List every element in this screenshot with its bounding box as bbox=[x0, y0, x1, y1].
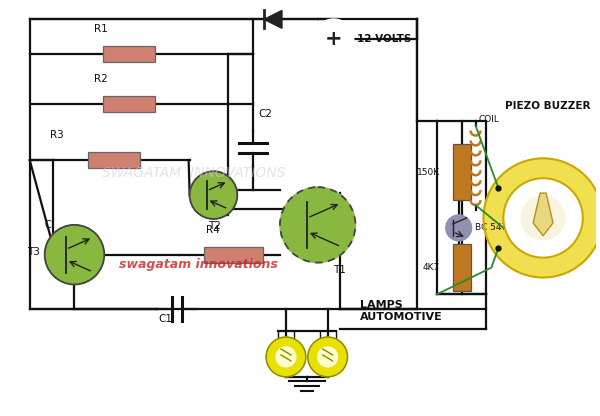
Text: 12 VOLTS: 12 VOLTS bbox=[358, 34, 412, 44]
Circle shape bbox=[521, 196, 565, 240]
FancyBboxPatch shape bbox=[453, 244, 470, 291]
Circle shape bbox=[503, 178, 583, 258]
Circle shape bbox=[190, 171, 237, 219]
Circle shape bbox=[280, 187, 355, 262]
Circle shape bbox=[266, 337, 306, 377]
Circle shape bbox=[318, 347, 338, 367]
Text: 4K7: 4K7 bbox=[422, 263, 440, 272]
Text: COIL: COIL bbox=[479, 114, 499, 124]
FancyBboxPatch shape bbox=[453, 144, 470, 200]
FancyBboxPatch shape bbox=[103, 46, 155, 62]
Polygon shape bbox=[533, 193, 553, 236]
Text: R3: R3 bbox=[50, 131, 64, 141]
Circle shape bbox=[314, 20, 353, 59]
Text: +: + bbox=[325, 29, 343, 49]
Text: R2: R2 bbox=[94, 74, 108, 84]
Text: SWAGATAM  INNOVATIONS: SWAGATAM INNOVATIONS bbox=[102, 166, 285, 180]
Circle shape bbox=[446, 215, 472, 241]
Text: T1: T1 bbox=[332, 265, 346, 275]
Text: C: C bbox=[45, 220, 52, 230]
Text: C1: C1 bbox=[159, 314, 173, 324]
FancyBboxPatch shape bbox=[88, 152, 140, 168]
Text: C2: C2 bbox=[258, 109, 272, 119]
Text: swagatam innovations: swagatam innovations bbox=[119, 258, 278, 271]
Circle shape bbox=[44, 225, 104, 285]
Circle shape bbox=[308, 337, 347, 377]
Text: LAMPS
AUTOMOTIVE: LAMPS AUTOMOTIVE bbox=[361, 300, 443, 322]
Text: R4: R4 bbox=[206, 225, 219, 235]
Circle shape bbox=[276, 347, 296, 367]
Text: R1: R1 bbox=[94, 24, 108, 34]
FancyBboxPatch shape bbox=[103, 96, 155, 111]
Circle shape bbox=[484, 158, 600, 277]
Text: 150K: 150K bbox=[417, 168, 440, 177]
FancyBboxPatch shape bbox=[203, 247, 263, 262]
Text: T2: T2 bbox=[208, 221, 221, 231]
Text: PIEZO BUZZER: PIEZO BUZZER bbox=[505, 101, 591, 111]
Text: BC 547: BC 547 bbox=[475, 223, 507, 233]
Text: T3: T3 bbox=[27, 247, 40, 257]
Polygon shape bbox=[264, 10, 282, 28]
